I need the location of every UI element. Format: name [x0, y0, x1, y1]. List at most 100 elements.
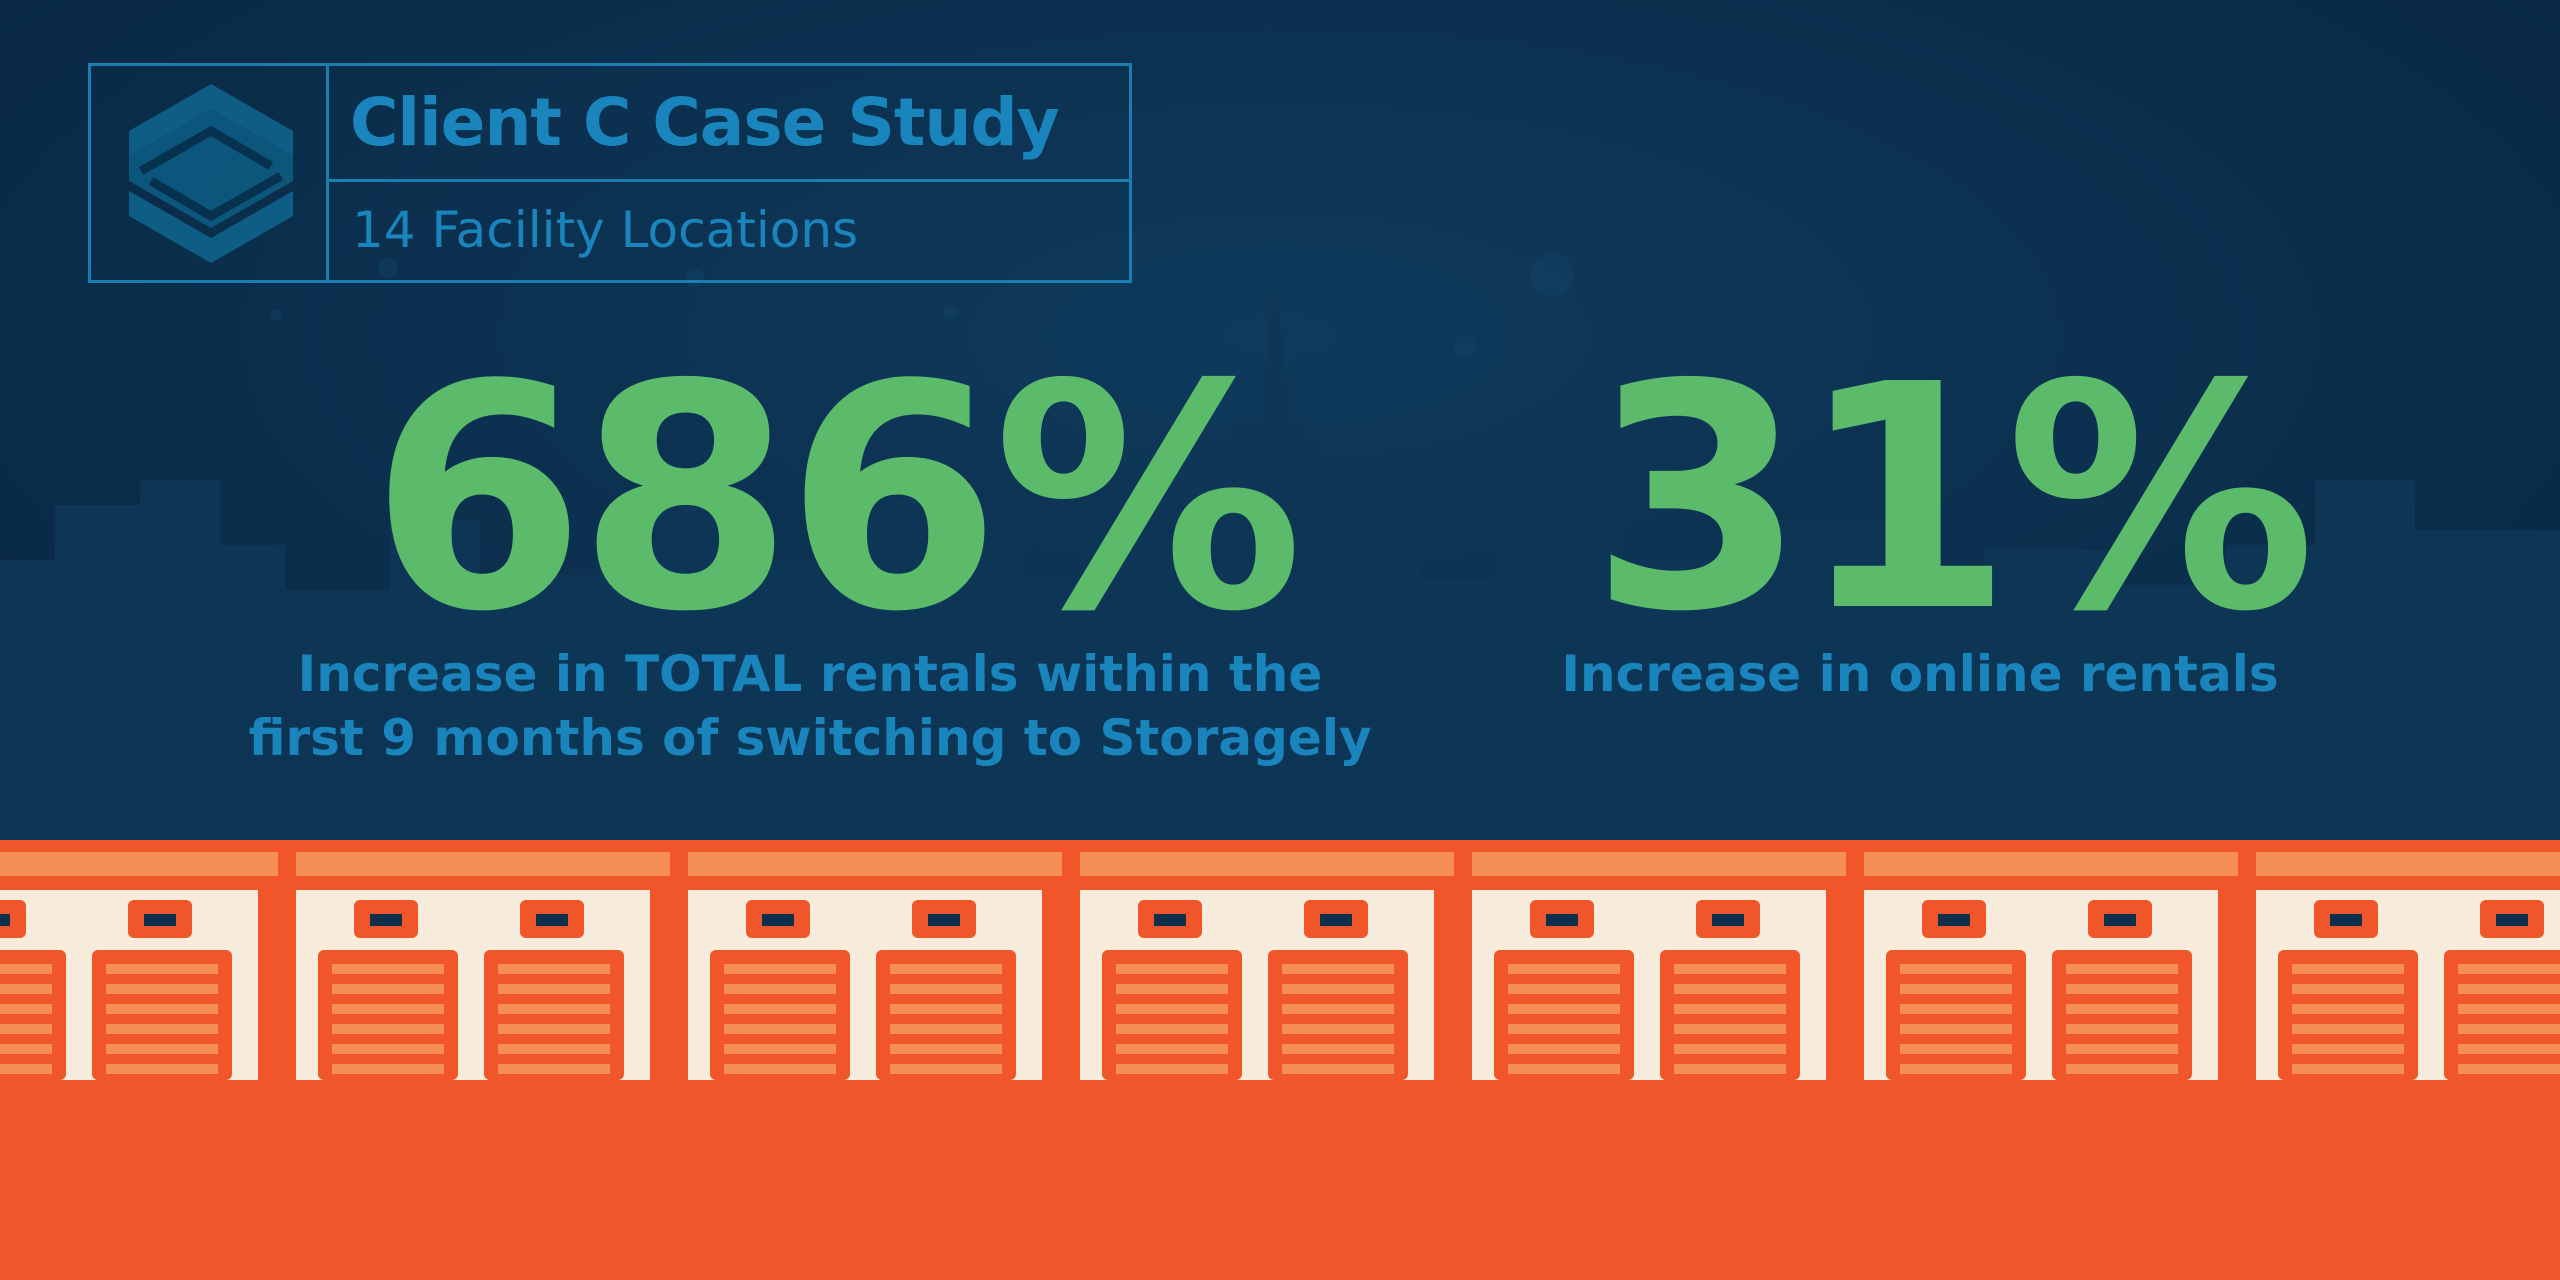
door-slat: [332, 964, 444, 974]
door-slat: [498, 1064, 610, 1074]
door-slat: [1116, 1024, 1228, 1034]
door-slat: [498, 1044, 610, 1054]
door-slat: [1116, 1004, 1228, 1014]
door-slat: [890, 984, 1002, 994]
door-slat: [0, 1064, 52, 1074]
door-slat: [1900, 1004, 2012, 1014]
door-slat: [1508, 1064, 1620, 1074]
door-slat: [1508, 1024, 1620, 1034]
door-slat: [724, 964, 836, 974]
door-slat: [1282, 1004, 1394, 1014]
door-slat: [2066, 1064, 2178, 1074]
online-rentals-caption: Increase in online rentals: [1500, 642, 2340, 706]
door-slat: [1116, 1064, 1228, 1074]
door-slat: [1116, 964, 1228, 974]
door-slat: [1282, 984, 1394, 994]
door-slat: [332, 1044, 444, 1054]
door-slat: [2292, 1044, 2404, 1054]
door-slat: [332, 1004, 444, 1014]
unit-number-slot: [1546, 914, 1578, 926]
door-slat: [724, 1004, 836, 1014]
storage-roof-strip: [1080, 852, 1454, 876]
unit-number-slot: [1320, 914, 1352, 926]
door-slat: [1508, 1004, 1620, 1014]
door-slat: [1508, 1044, 1620, 1054]
door-slat: [1282, 1024, 1394, 1034]
door-slat: [2292, 964, 2404, 974]
door-slat: [2458, 1004, 2560, 1014]
total-rentals-caption-line1: Increase in TOTAL rentals within the: [297, 645, 1323, 703]
door-slat: [1116, 984, 1228, 994]
total-rentals-increase-value: 686%: [370, 319, 1304, 680]
case-study-title-box: [88, 63, 1132, 283]
door-slat: [1674, 1044, 1786, 1054]
door-slat: [890, 1004, 1002, 1014]
door-slat: [1900, 984, 2012, 994]
door-slat: [1900, 1044, 2012, 1054]
unit-number-slot: [1154, 914, 1186, 926]
storage-roof-strip: [1864, 852, 2238, 876]
door-slat: [498, 1024, 610, 1034]
unit-number-slot: [144, 914, 176, 926]
door-slat: [0, 984, 52, 994]
storage-roof-strip: [688, 852, 1062, 876]
door-slat: [890, 964, 1002, 974]
door-slat: [0, 1044, 52, 1054]
case-study-title: Client C Case Study: [350, 84, 1060, 161]
door-slat: [106, 984, 218, 994]
door-slat: [332, 984, 444, 994]
door-slat: [890, 1024, 1002, 1034]
storage-roof-strip: [1472, 852, 1846, 876]
door-slat: [2458, 964, 2560, 974]
online-rentals-increase-value: 31%: [1590, 319, 2316, 680]
door-slat: [2292, 1004, 2404, 1014]
door-slat: [2458, 1064, 2560, 1074]
door-slat: [724, 1024, 836, 1034]
door-slat: [106, 1004, 218, 1014]
unit-number-slot: [370, 914, 402, 926]
door-slat: [0, 1024, 52, 1034]
door-slat: [1900, 964, 2012, 974]
unit-number-slot: [2104, 914, 2136, 926]
storage-roof-strip: [0, 852, 278, 876]
door-slat: [1116, 1044, 1228, 1054]
storage-roof-strip: [2256, 852, 2560, 876]
door-slat: [2066, 1024, 2178, 1034]
door-slat: [498, 1004, 610, 1014]
door-slat: [498, 964, 610, 974]
door-slat: [890, 1064, 1002, 1074]
total-rentals-caption: Increase in TOTAL rentals within the fir…: [210, 642, 1410, 770]
door-slat: [1900, 1064, 2012, 1074]
city-skyline-illustration: [270, 253, 1574, 359]
title-row: [329, 66, 1129, 182]
door-slat: [1674, 964, 1786, 974]
door-slat: [498, 984, 610, 994]
door-slat: [1674, 1004, 1786, 1014]
unit-number-slot: [0, 914, 10, 926]
door-slat: [1508, 984, 1620, 994]
door-slat: [890, 1044, 1002, 1054]
door-slat: [1674, 984, 1786, 994]
door-slat: [2066, 1004, 2178, 1014]
door-slat: [2292, 1064, 2404, 1074]
online-rentals-caption-line1: Increase in online rentals: [1561, 645, 2279, 703]
door-slat: [2458, 1044, 2560, 1054]
door-slat: [1674, 1064, 1786, 1074]
door-slat: [2292, 1024, 2404, 1034]
door-slat: [106, 1044, 218, 1054]
unit-number-slot: [2496, 914, 2528, 926]
unit-number-slot: [762, 914, 794, 926]
door-slat: [1282, 964, 1394, 974]
door-slat: [1674, 1024, 1786, 1034]
door-slat: [2066, 984, 2178, 994]
unit-number-slot: [1712, 914, 1744, 926]
door-slat: [2458, 1024, 2560, 1034]
unit-number-slot: [1938, 914, 1970, 926]
door-slat: [106, 1024, 218, 1034]
unit-number-plate: [0, 900, 26, 938]
door-slat: [0, 1004, 52, 1014]
unit-number-slot: [536, 914, 568, 926]
door-slat: [724, 1044, 836, 1054]
unit-number-slot: [928, 914, 960, 926]
door-slat: [2066, 964, 2178, 974]
